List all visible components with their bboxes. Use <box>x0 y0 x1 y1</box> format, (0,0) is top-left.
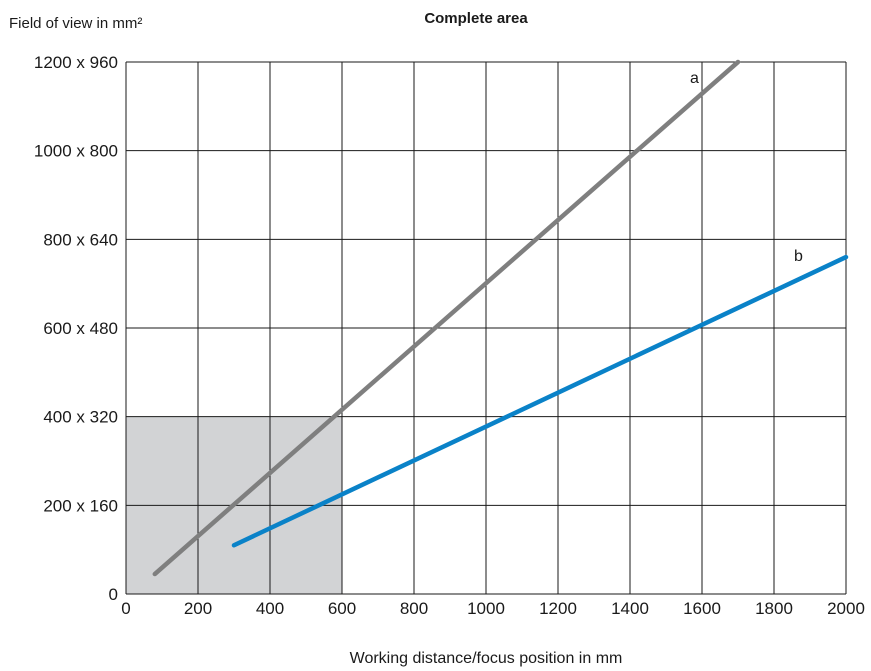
x-tick-label: 1600 <box>683 599 721 618</box>
x-tick-label: 200 <box>184 599 212 618</box>
x-tick-label: 1400 <box>611 599 649 618</box>
y-tick-label: 200 x 160 <box>43 496 118 515</box>
chart-title: Complete area <box>424 10 528 27</box>
y-tick-label: 600 x 480 <box>43 319 118 338</box>
x-tick-label: 600 <box>328 599 356 618</box>
series-line-a <box>152 59 741 577</box>
plot-area: 0 200 400 600 800 1000 1200 1400 1600 1800 2000 0 20… <box>34 53 865 618</box>
y-axis-label: Field of view in mm² <box>9 15 142 32</box>
x-tick-label: 800 <box>400 599 428 618</box>
x-tick-label: 400 <box>256 599 284 618</box>
x-axis-label: Working distance/focus position in mm <box>350 650 623 667</box>
series-line-b <box>231 254 849 548</box>
y-tick-label: 0 <box>109 585 118 604</box>
x-tick-label: 0 <box>121 599 130 618</box>
series-label-b: b <box>794 248 803 265</box>
y-tick-label: 400 x 320 <box>43 408 118 427</box>
x-tick-label: 2000 <box>827 599 865 618</box>
y-tick-label: 1200 x 960 <box>34 53 118 72</box>
series-label-a: a <box>690 70 699 87</box>
x-tick-label: 1200 <box>539 599 577 618</box>
y-tick-label: 1000 x 800 <box>34 142 118 161</box>
x-tick-label: 1800 <box>755 599 793 618</box>
x-tick-label: 1000 <box>467 599 505 618</box>
y-tick-label: 800 x 640 <box>43 230 118 249</box>
